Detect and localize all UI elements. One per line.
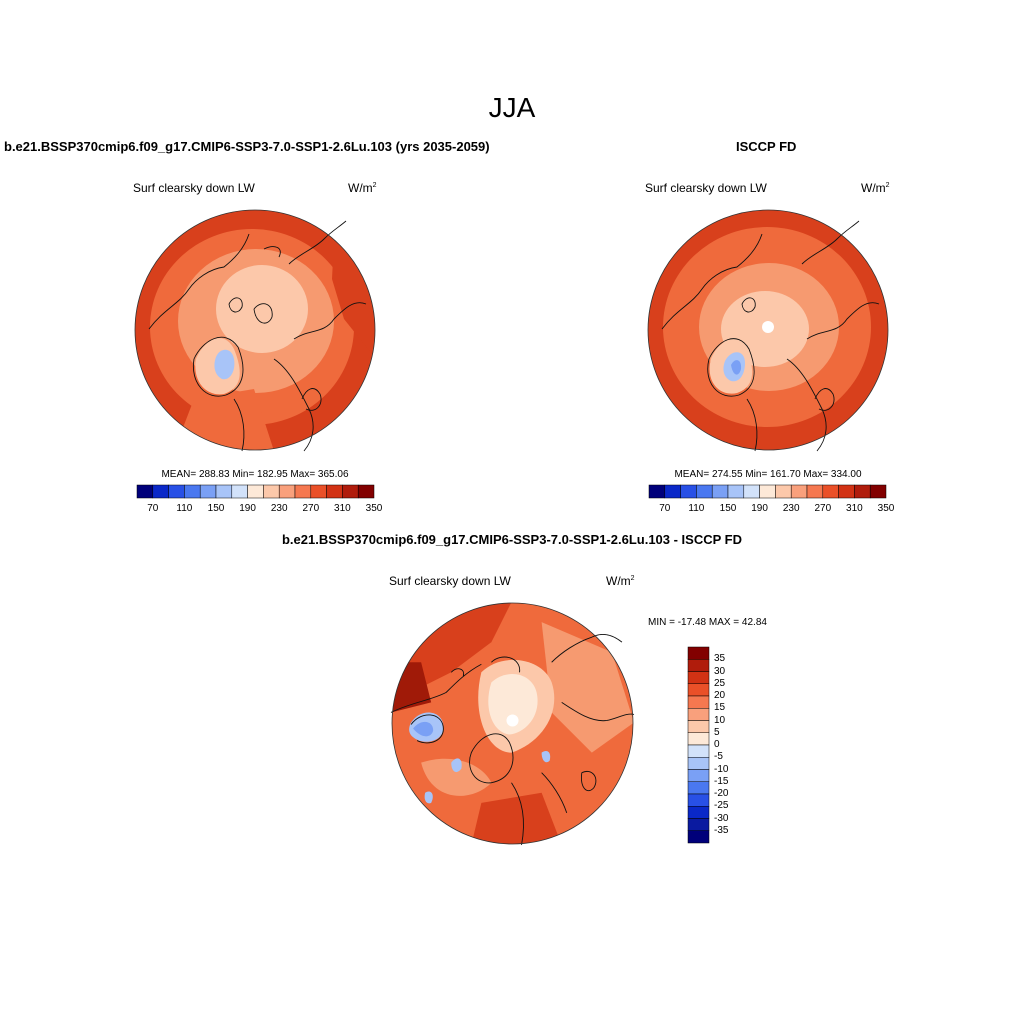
panel-2-colorbar-box bbox=[822, 484, 839, 499]
panel-3-colorbar-tick-label: -15 bbox=[714, 775, 729, 787]
panel-1-colorbar-box bbox=[152, 484, 169, 499]
panel-2-colorbar-tick-label: 110 bbox=[688, 503, 705, 514]
panel-1-colorbar-box bbox=[326, 484, 343, 499]
panel-2-title: ISCCP FD bbox=[736, 139, 797, 154]
panel-2-colorbar-tick-label: 70 bbox=[659, 503, 671, 514]
panel-1-colorbar-box bbox=[247, 484, 264, 499]
panel-3-colorbar-box bbox=[687, 744, 710, 758]
panel-1-colorbar-box bbox=[184, 484, 201, 499]
panel-2-colorbar-box bbox=[869, 484, 887, 499]
panel-3-colorbar-box bbox=[687, 781, 710, 795]
panel-3-colorbar-tick-label: 0 bbox=[714, 739, 720, 750]
panel-3-colorbar-box bbox=[687, 695, 710, 709]
panel-1-colorbar-tick-label: 310 bbox=[334, 503, 351, 514]
panel-3-colorbar-box bbox=[687, 683, 710, 697]
panel-3-colorbar-box bbox=[687, 806, 710, 819]
panel-3-colorbar-box bbox=[687, 708, 710, 721]
panel-2-colorbar-box bbox=[790, 484, 808, 499]
panel-1-colorbar-labels: 70 110 150 190 230 270 310 350 bbox=[137, 503, 382, 517]
panel-2-colorbar bbox=[648, 484, 887, 499]
panel-3-colorbar bbox=[687, 646, 710, 844]
panel-3-colorbar-box bbox=[687, 830, 710, 844]
panel-1-colorbar-box bbox=[168, 484, 185, 499]
panel-3-colorbar-tick-label: 15 bbox=[714, 702, 726, 714]
panel-3-colorbar-box bbox=[687, 769, 710, 782]
panel-2-colorbar-box bbox=[743, 484, 760, 499]
panel-3-colorbar-box bbox=[687, 757, 710, 770]
panel-1-colorbar-tick-label: 110 bbox=[176, 503, 193, 514]
panel-3-colorbar-tick-label: -5 bbox=[714, 751, 723, 763]
panel-2-colorbar-box bbox=[648, 484, 666, 499]
panel-3-colorbar-tick-label: 25 bbox=[714, 677, 726, 689]
panel-3-map bbox=[390, 602, 635, 846]
panel-2-colorbar-box bbox=[696, 484, 713, 499]
panel-1-colorbar bbox=[136, 484, 375, 499]
panel-2-colorbar-box bbox=[838, 484, 855, 499]
panel-1-colorbar-box bbox=[263, 484, 280, 499]
panel-2-colorbar-box bbox=[854, 484, 871, 499]
panel-1-colorbar-box bbox=[357, 484, 375, 499]
panel-1-colorbar-tick-label: 150 bbox=[207, 503, 225, 514]
panel-2-colorbar-tick-label: 310 bbox=[846, 503, 863, 514]
panel-1-colorbar-tick-label: 190 bbox=[239, 503, 256, 514]
panel-1-colorbar-box bbox=[342, 484, 359, 499]
panel-3-colorbar-tick-label: -10 bbox=[714, 763, 729, 775]
figure-title: JJA bbox=[488, 92, 536, 123]
panel-3-colorbar-box bbox=[687, 720, 710, 733]
panel-3-stats: MIN = -17.48 MAX = 42.84 bbox=[648, 617, 767, 628]
panel-2-units: W/m2 bbox=[861, 181, 890, 195]
panel-3-colorbar-box bbox=[687, 671, 710, 684]
panel-2-colorbar-tick-label: 350 bbox=[877, 503, 895, 514]
panel-1-colorbar-box bbox=[199, 484, 217, 499]
panel-3-colorbar-box bbox=[687, 646, 710, 660]
panel-2-colorbar-tick-label: 230 bbox=[782, 503, 800, 514]
panel-2-colorbar-box bbox=[775, 484, 792, 499]
panel-3-colorbar-box bbox=[687, 732, 710, 746]
panel-3-colorbar-tick-label: -25 bbox=[714, 800, 729, 812]
panel-3-colorbar-tick-label: -30 bbox=[714, 812, 729, 824]
panel-3-colorbar-tick-label: -35 bbox=[714, 824, 729, 836]
panel-3-colorbar-tick-label: 20 bbox=[714, 690, 726, 701]
panel-1-stats: MEAN= 288.83 Min= 182.95 Max= 365.06 bbox=[161, 469, 349, 480]
panel-1-colorbar-box bbox=[231, 484, 248, 499]
panel-3-colorbar-tick-label: 5 bbox=[714, 726, 720, 738]
panel-2-colorbar-box bbox=[680, 484, 697, 499]
panel-2-stats: MEAN= 274.55 Min= 161.70 Max= 334.00 bbox=[674, 469, 862, 480]
panel-1-units: W/m2 bbox=[348, 181, 377, 195]
panel-2-colorbar-box bbox=[727, 484, 745, 499]
panel-1-colorbar-box bbox=[136, 484, 154, 499]
panel-3-colorbar-labels: 35 30 25 20 15 10 5 0 -5 -10 -15 -20 -25 -30 -35 bbox=[714, 647, 754, 843]
panel-3-colorbar-tick-label: -20 bbox=[714, 788, 729, 799]
panel-2-colorbar-box bbox=[806, 484, 824, 499]
panel-3-colorbar-box bbox=[687, 659, 710, 672]
panel-1-colorbar-tick-label: 70 bbox=[147, 503, 159, 514]
panel-1-colorbar-box bbox=[294, 484, 312, 499]
panel-2-colorbar-tick-label: 190 bbox=[751, 503, 768, 514]
panel-3-title: b.e21.BSSP370cmip6.f09_g17.CMIP6-SSP3-7.… bbox=[281, 532, 742, 547]
panel-1-colorbar-tick-label: 350 bbox=[365, 503, 383, 514]
panel-2-colorbar-box bbox=[711, 484, 729, 499]
panel-3-colorbar-tick-label: 35 bbox=[714, 653, 726, 665]
panel-1-map bbox=[134, 209, 376, 452]
panel-2-colorbar-box bbox=[759, 484, 776, 499]
panel-2-colorbar-labels: 70 110 150 190 230 270 310 350 bbox=[649, 503, 894, 517]
panel-3-colorbar-box bbox=[687, 793, 710, 807]
panel-1-colorbar-box bbox=[310, 484, 327, 499]
panel-2-variable-label: Surf clearsky down LW bbox=[645, 181, 767, 195]
panel-3-colorbar-tick-label: 30 bbox=[714, 665, 726, 677]
panel-3-variable-label: Surf clearsky down LW bbox=[389, 574, 511, 588]
panel-1-colorbar-box bbox=[215, 484, 233, 499]
panel-2-map bbox=[647, 209, 889, 452]
panel-2-colorbar-tick-label: 150 bbox=[719, 503, 737, 514]
panel-1-variable-label: Surf clearsky down LW bbox=[133, 181, 255, 195]
panel-1-title: b.e21.BSSP370cmip6.f09_g17.CMIP6-SSP3-7.… bbox=[4, 139, 490, 154]
panel-3-colorbar-box bbox=[687, 818, 710, 831]
panel-3-colorbar-tick-label: 10 bbox=[714, 714, 726, 726]
panel-1-colorbar-box bbox=[278, 484, 296, 499]
panel-1-colorbar-tick-label: 230 bbox=[270, 503, 288, 514]
panel-2-colorbar-tick-label: 270 bbox=[814, 503, 832, 514]
panel-1-colorbar-tick-label: 270 bbox=[302, 503, 320, 514]
panel-2-colorbar-box bbox=[664, 484, 681, 499]
panel-3-units: W/m2 bbox=[606, 574, 635, 588]
